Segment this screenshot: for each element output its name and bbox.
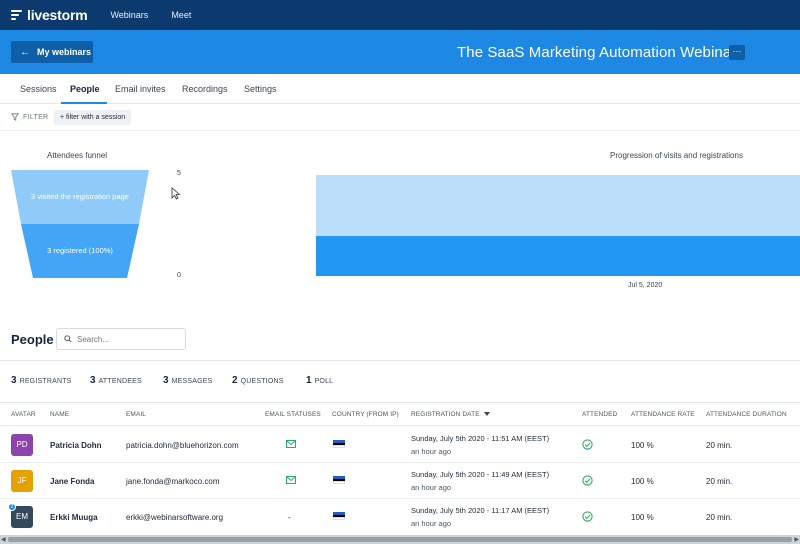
webinar-header: ← My webinars The SaaS Marketing Automat… bbox=[0, 30, 800, 74]
stat-poll[interactable]: 1 POLL bbox=[306, 375, 334, 386]
sort-desc-icon bbox=[483, 412, 490, 417]
funnel-label-visited: 3 visited the registration page bbox=[31, 192, 129, 201]
col-avatar: AVATAR bbox=[11, 411, 36, 418]
progression-chart-title: Progression of visits and registrations bbox=[610, 151, 743, 160]
progression-date-label: Jul 5, 2020 bbox=[628, 282, 663, 289]
stat-attendees[interactable]: 3 ATTENDEES bbox=[90, 375, 142, 386]
section-divider bbox=[0, 360, 800, 361]
menu-icon bbox=[11, 8, 22, 22]
my-webinars-label: My webinars bbox=[37, 47, 92, 57]
col-attendance-rate[interactable]: ATTENDANCE RATE bbox=[631, 411, 695, 418]
attendee-email: patricia.dohn@bluehorizon.com bbox=[126, 441, 239, 450]
funnel-stage-registered bbox=[21, 224, 139, 278]
tab-people[interactable]: People bbox=[70, 84, 100, 94]
col-attended[interactable]: ATTENDED bbox=[582, 411, 618, 418]
mail-icon bbox=[286, 440, 296, 448]
scroll-right-icon[interactable]: ▶ bbox=[794, 537, 799, 543]
tab-bar: Sessions People Email invites Recordings… bbox=[0, 74, 800, 104]
arrow-left-icon: ← bbox=[20, 46, 30, 58]
registration-date: Sunday, July 5th 2020 - 11:49 AM (EEST) a… bbox=[411, 470, 550, 492]
progression-chart bbox=[316, 175, 800, 276]
axis-max-label: 5 bbox=[177, 170, 181, 177]
col-country[interactable]: COUNTRY (FROM IP) bbox=[332, 411, 399, 418]
avatar: EM 2 bbox=[8, 503, 33, 528]
table-row[interactable]: EM 2 Erkki Muuga erkki@webinarsoftware.or… bbox=[0, 499, 800, 535]
attendance-duration: 20 min. bbox=[706, 441, 733, 450]
col-attendance-duration[interactable]: ATTENDANCE DURATION bbox=[706, 411, 787, 418]
col-name[interactable]: NAME bbox=[50, 411, 70, 418]
attendee-name: Erkki Muuga bbox=[50, 513, 98, 522]
active-tab-indicator bbox=[61, 102, 107, 104]
scroll-left-icon[interactable]: ◀ bbox=[1, 537, 6, 543]
axis-min-label: 0 bbox=[177, 272, 181, 279]
attendees-funnel bbox=[11, 170, 149, 278]
top-navigation: livestorm Webinars Meet bbox=[0, 0, 800, 30]
filter-label: FILTER bbox=[23, 113, 49, 121]
stat-messages[interactable]: 3 MESSAGES bbox=[163, 375, 213, 386]
attendee-email: jane.fonda@markoco.com bbox=[126, 477, 220, 486]
estonia-flag-icon bbox=[333, 440, 345, 448]
filter-with-session-chip[interactable]: + filter with a session bbox=[54, 110, 132, 125]
search-icon bbox=[64, 335, 72, 343]
filter-button[interactable]: FILTER bbox=[11, 113, 48, 121]
tab-sessions[interactable]: Sessions bbox=[20, 84, 57, 94]
attendee-email: erkki@webinarsoftware.org bbox=[126, 513, 224, 522]
col-registration-date[interactable]: REGISTRATION DATE bbox=[411, 411, 490, 418]
livestorm-logo[interactable]: livestorm bbox=[11, 7, 88, 23]
nav-meet[interactable]: Meet bbox=[171, 10, 192, 20]
notification-badge: 2 bbox=[8, 503, 16, 511]
tab-email-invites[interactable]: Email invites bbox=[115, 84, 166, 94]
check-circle-icon bbox=[582, 511, 593, 522]
attendance-rate: 100 % bbox=[631, 441, 654, 450]
email-status-empty: - bbox=[288, 513, 291, 522]
attendance-rate: 100 % bbox=[631, 513, 654, 522]
attendee-name: Patricia Dohn bbox=[50, 441, 102, 450]
visits-area bbox=[316, 175, 800, 236]
filter-icon bbox=[11, 113, 19, 121]
scrollbar-thumb[interactable] bbox=[8, 537, 792, 542]
registration-date: Sunday, July 5th 2020 - 11:17 AM (EEST) a… bbox=[411, 506, 550, 528]
check-circle-icon bbox=[582, 475, 593, 486]
search-input[interactable] bbox=[77, 334, 177, 344]
table-row[interactable]: PD Patricia Dohn patricia.dohn@bluehoriz… bbox=[0, 427, 800, 463]
mail-icon bbox=[286, 476, 296, 484]
mouse-cursor-icon bbox=[171, 187, 181, 200]
attendance-rate: 100 % bbox=[631, 477, 654, 486]
table-header: AVATAR NAME EMAIL EMAIL STATUSES COUNTRY… bbox=[0, 402, 800, 426]
attendance-duration: 20 min. bbox=[706, 477, 733, 486]
table-row[interactable]: JF Jane Fonda jane.fonda@markoco.com Sun… bbox=[0, 463, 800, 499]
horizontal-scrollbar[interactable]: ◀ ▶ bbox=[0, 535, 800, 544]
estonia-flag-icon bbox=[333, 512, 345, 520]
check-circle-icon bbox=[582, 439, 593, 450]
stats-bar: 3 REGISTRANTS 3 ATTENDEES 3 MESSAGES 2 QUEST… bbox=[0, 375, 800, 389]
tab-recordings[interactable]: Recordings bbox=[182, 84, 228, 94]
registrations-area bbox=[316, 236, 800, 276]
stat-questions[interactable]: 2 QUESTIONS bbox=[232, 375, 284, 386]
search-box[interactable] bbox=[56, 328, 186, 350]
registration-date: Sunday, July 5th 2020 - 11:51 AM (EEST) a… bbox=[411, 434, 550, 456]
estonia-flag-icon bbox=[333, 476, 345, 484]
stat-registrants[interactable]: 3 REGISTRANTS bbox=[11, 375, 72, 386]
brand-name: livestorm bbox=[27, 7, 88, 23]
filter-bar: FILTER + filter with a session bbox=[0, 105, 800, 131]
tab-settings[interactable]: Settings bbox=[244, 84, 277, 94]
funnel-title: Attendees funnel bbox=[47, 151, 108, 160]
more-options-button[interactable]: ··· bbox=[729, 45, 745, 60]
webinar-title: The SaaS Marketing Automation Webinar bbox=[457, 44, 737, 61]
col-email[interactable]: EMAIL bbox=[126, 411, 147, 418]
avatar: PD bbox=[11, 434, 33, 456]
attendance-duration: 20 min. bbox=[706, 513, 733, 522]
avatar: JF bbox=[11, 470, 33, 492]
funnel-stage-visited bbox=[11, 170, 149, 224]
nav-webinars[interactable]: Webinars bbox=[110, 10, 149, 20]
attendee-name: Jane Fonda bbox=[50, 477, 95, 486]
funnel-label-registered: 3 registered (100%) bbox=[47, 246, 113, 255]
col-email-statuses[interactable]: EMAIL STATUSES bbox=[265, 411, 321, 418]
my-webinars-button[interactable]: ← My webinars bbox=[11, 41, 93, 63]
people-title: People bbox=[11, 332, 54, 347]
